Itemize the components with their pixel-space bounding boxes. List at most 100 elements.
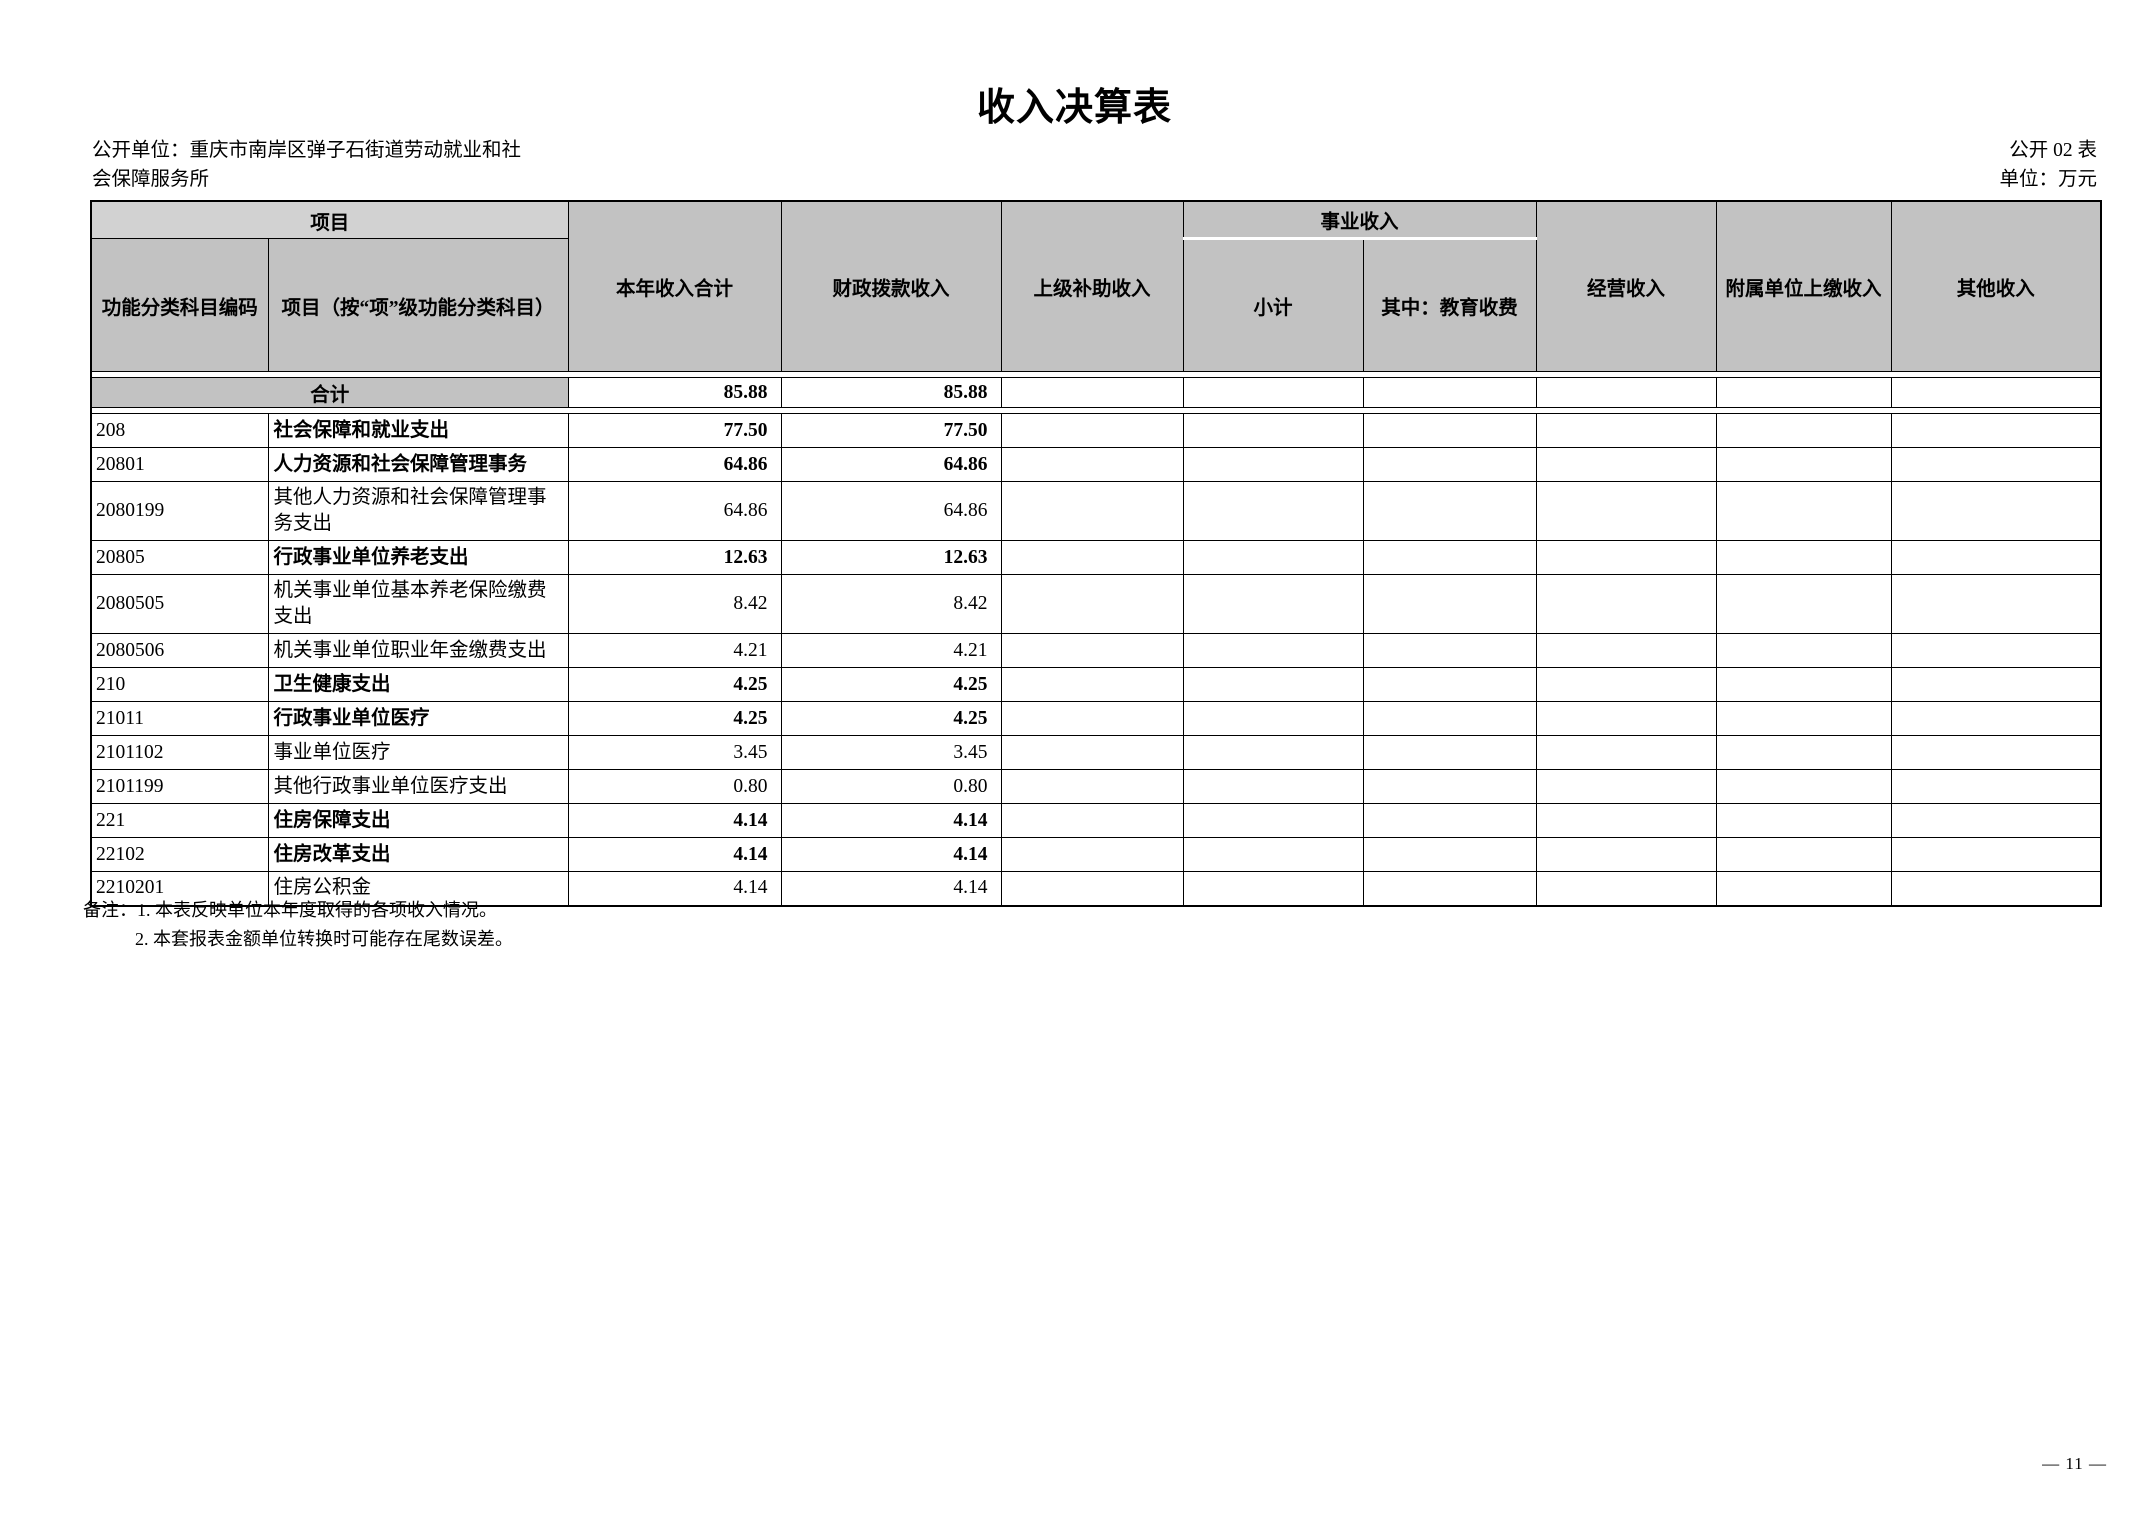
row-subtotal (1182, 769, 1364, 804)
row-other (1890, 413, 2102, 448)
row-education (1362, 837, 1537, 872)
row-affiliated (1715, 540, 1892, 575)
row-subtotal (1182, 447, 1364, 482)
row-superior (1000, 701, 1184, 736)
row-affiliated (1715, 413, 1892, 448)
row-function-code: 210 (90, 667, 269, 702)
row-affiliated (1715, 447, 1892, 482)
row-operating (1535, 735, 1717, 770)
spacer-row (91, 407, 2102, 414)
row-affiliated (1715, 701, 1892, 736)
row-fiscal: 4.21 (780, 633, 1002, 668)
row-function-code: 208 (90, 413, 269, 448)
row-item-name: 行政事业单位医疗 (267, 701, 569, 736)
row-fiscal: 77.50 (780, 413, 1002, 448)
table-row: 208 社会保障和就业支出 77.50 77.50 (90, 413, 2102, 448)
total-operating (1535, 377, 1717, 408)
row-function-code: 2210201 (90, 871, 269, 906)
row-affiliated (1715, 667, 1892, 702)
row-year-total: 4.14 (567, 803, 782, 838)
row-operating (1535, 447, 1717, 482)
row-fiscal: 4.14 (780, 837, 1002, 872)
row-year-total: 77.50 (567, 413, 782, 448)
row-function-code: 2101199 (90, 769, 269, 804)
row-education (1362, 803, 1537, 838)
row-operating (1535, 871, 1717, 906)
publisher-info: 公开单位：重庆市南岸区弹子石街道劳动就业和社 会保障服务所 (92, 136, 592, 194)
row-education (1362, 871, 1537, 906)
income-table: 项目 本年收入合计 财政拨款收入 上级补助收入 事业收入 经营收入 附属单位上缴… (90, 200, 2103, 907)
row-operating (1535, 769, 1717, 804)
row-item-name: 住房公积金 (267, 871, 569, 906)
table-row: 20805 行政事业单位养老支出 12.63 12.63 (90, 540, 2102, 575)
publisher-line1: 公开单位：重庆市南岸区弹子石街道劳动就业和社 (92, 140, 522, 161)
row-superior (1000, 667, 1184, 702)
row-other (1890, 837, 2102, 872)
row-superior (1000, 871, 1184, 906)
row-year-total: 64.86 (567, 447, 782, 482)
row-operating (1535, 540, 1717, 575)
row-function-code: 20801 (90, 447, 269, 482)
row-other (1890, 701, 2102, 736)
row-affiliated (1715, 633, 1892, 668)
header-year-total: 本年收入合计 (567, 200, 782, 372)
sheet-meta: 公开 02 表 单位：万元 (1999, 136, 2097, 194)
row-affiliated (1715, 769, 1892, 804)
row-affiliated (1715, 871, 1892, 906)
total-row: 合计 85.88 85.88 (90, 377, 2102, 408)
footnotes: 备注：1. 本表反映单位本年度取得的各项收入情况。 2. 本套报表金额单位转换时… (83, 896, 513, 954)
row-fiscal: 12.63 (780, 540, 1002, 575)
table-row: 2080199 其他人力资源和社会保障管理事务支出 64.86 64.86 (90, 481, 2102, 541)
row-superior (1000, 481, 1184, 541)
table-row: 2101199 其他行政事业单位医疗支出 0.80 0.80 (90, 769, 2102, 804)
spacer-row (91, 371, 2102, 378)
row-operating (1535, 701, 1717, 736)
table-row: 2080506 机关事业单位职业年金缴费支出 4.21 4.21 (90, 633, 2102, 668)
page-title: 收入决算表 (976, 87, 1172, 129)
header-affiliated-units: 附属单位上缴收入 (1715, 200, 1892, 372)
row-item-name: 其他行政事业单位医疗支出 (267, 769, 569, 804)
row-other (1890, 735, 2102, 770)
footnote-line2: 2. 本套报表金额单位转换时可能存在尾数误差。 (135, 929, 513, 949)
header-superior-subsidy: 上级补助收入 (1000, 200, 1184, 372)
header-project-group: 项目 (90, 200, 569, 239)
row-item-name: 机关事业单位基本养老保险缴费支出 (267, 574, 569, 634)
table-row: 2080505 机关事业单位基本养老保险缴费支出 8.42 8.42 (90, 574, 2102, 634)
row-superior (1000, 803, 1184, 838)
row-subtotal (1182, 667, 1364, 702)
sheet-number-label: 公开 02 表 (2009, 140, 2097, 161)
row-item-name: 卫生健康支出 (267, 667, 569, 702)
row-superior (1000, 837, 1184, 872)
row-affiliated (1715, 481, 1892, 541)
header-item-name: 项目（按“项”级功能分类科目） (267, 238, 569, 372)
row-subtotal (1182, 735, 1364, 770)
row-education (1362, 413, 1537, 448)
row-other (1890, 633, 2102, 668)
footnote-line1: 备注：1. 本表反映单位本年度取得的各项收入情况。 (83, 900, 497, 920)
row-item-name: 事业单位医疗 (267, 735, 569, 770)
row-subtotal (1182, 837, 1364, 872)
row-subtotal (1182, 481, 1364, 541)
row-superior (1000, 735, 1184, 770)
row-education (1362, 540, 1537, 575)
row-affiliated (1715, 574, 1892, 634)
row-fiscal: 64.86 (780, 481, 1002, 541)
row-education (1362, 701, 1537, 736)
row-other (1890, 803, 2102, 838)
row-superior (1000, 574, 1184, 634)
row-other (1890, 574, 2102, 634)
row-operating (1535, 837, 1717, 872)
row-fiscal: 4.14 (780, 871, 1002, 906)
total-education (1362, 377, 1537, 408)
row-subtotal (1182, 413, 1364, 448)
row-function-code: 20805 (90, 540, 269, 575)
row-year-total: 4.14 (567, 837, 782, 872)
row-item-name: 其他人力资源和社会保障管理事务支出 (267, 481, 569, 541)
row-fiscal: 4.25 (780, 667, 1002, 702)
header-business-income-group: 事业收入 (1182, 200, 1537, 240)
total-superior (1000, 377, 1184, 408)
row-item-name: 住房保障支出 (267, 803, 569, 838)
total-label: 合计 (90, 377, 569, 408)
publisher-line2: 会保障服务所 (92, 169, 210, 190)
